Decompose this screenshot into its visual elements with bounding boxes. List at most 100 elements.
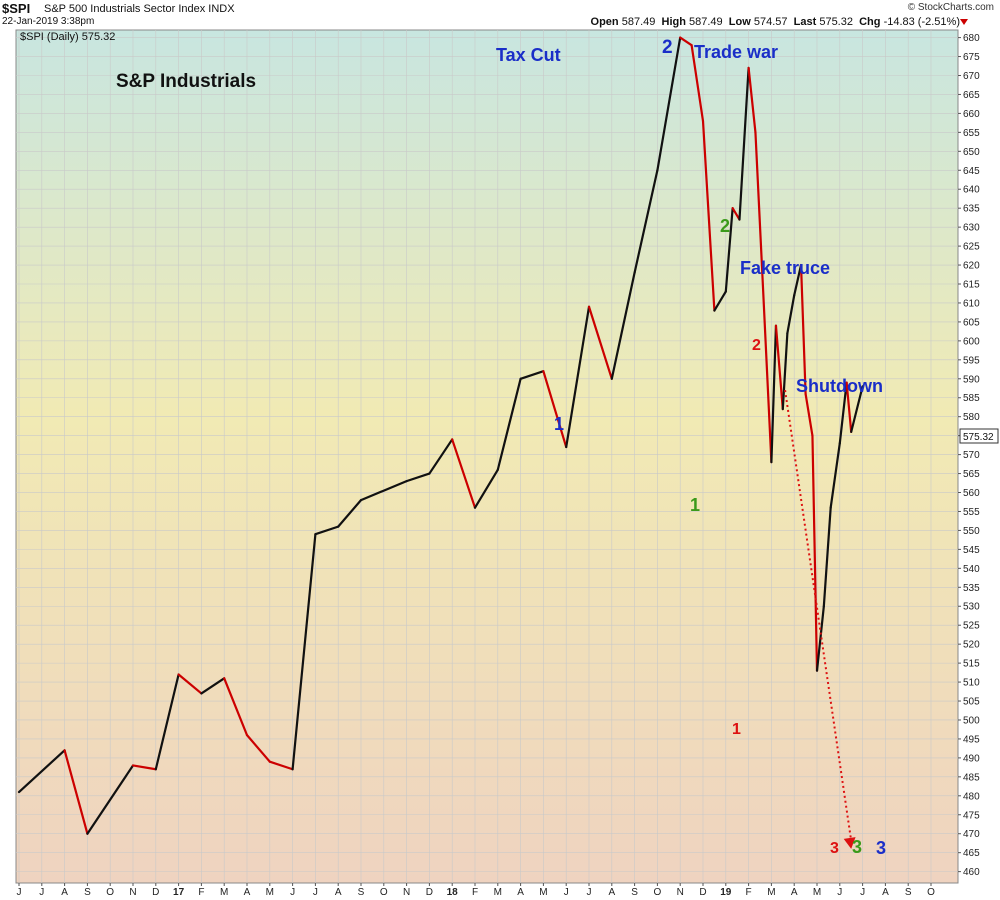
x-tick-label: S [84,887,91,898]
x-tick-label: O [106,887,114,898]
wave-label-red-2: 2 [752,337,761,354]
y-tick-label: 500 [963,715,980,726]
x-tick-label: J [837,887,842,898]
plot-background [15,29,959,884]
x-tick-label: N [403,887,410,898]
projection [784,390,856,849]
x-tick-label: J [290,887,295,898]
y-tick-label: 510 [963,678,980,689]
y-tick-label: 630 [963,223,980,234]
y-tick-label: 535 [963,583,980,594]
x-tick-label: M [539,887,547,898]
y-tick-label: 465 [963,848,980,859]
x-tick-label: S [905,887,912,898]
x-tick-label: M [266,887,274,898]
price-segment [761,271,773,464]
y-tick-label: 515 [963,659,980,670]
last-value: 575.32 [819,16,853,28]
price-segment [811,434,819,672]
price-segment [451,438,477,509]
x-tick-label: D [699,887,706,898]
y-tick-label: 555 [963,507,980,518]
source-credit: © StockCharts.com [907,2,994,13]
x-tick-label: N [677,887,684,898]
series-legend: $SPI (Daily) 575.32 [20,31,115,43]
price-segment [200,677,226,695]
price-segment [633,169,659,274]
x-tick-label: J [587,887,592,898]
price-segment [738,66,750,221]
x-tick-label: D [426,887,433,898]
chart-title: S&P Industrials [116,71,256,92]
y-tick-label: 470 [963,829,980,840]
y-tick-label: 665 [963,90,980,101]
y-tick-label: 545 [963,545,980,556]
x-tick-label: M [767,887,775,898]
y-tick-label: 625 [963,242,980,253]
x-tick-label: J [313,887,318,898]
y-tick-label: 600 [963,336,980,347]
price-segment [17,749,66,794]
high-label: High [661,16,686,28]
x-tick-label: O [380,887,388,898]
last-value-tag: 575.32 [959,428,999,444]
wave-label-blue-3: 3 [876,838,886,858]
y-tick-label: 530 [963,602,980,613]
price-segment [774,324,784,411]
wave-label-red-1: 1 [732,721,741,738]
price-segment [496,377,522,471]
price-segment [770,324,778,464]
price-segment [610,271,636,380]
annotations: Tax Cut Trade war Fake truce Shutdown 1 … [496,37,886,858]
x-tick-label: J [564,887,569,898]
y-tick-label: 620 [963,261,980,272]
index-name: S&P 500 Industrials Sector Index INDX [44,3,235,15]
x-tick-label: D [152,887,159,898]
y-tick-label: 645 [963,166,980,177]
price-segment [337,498,363,528]
price-segment [845,381,853,433]
x-tick-label: A [244,887,251,898]
price-segment [565,305,591,449]
annotation-fake-truce: Fake truce [740,258,830,278]
timestamp: 22-Jan-2019 3:38pm [2,16,95,27]
price-segment [829,442,841,509]
y-tick-label: 520 [963,640,980,651]
y-tick-label: 460 [963,867,980,878]
x-tick-label: F [472,887,478,898]
x-tick-label: J [17,887,22,898]
last-value-box [959,428,999,444]
y-tick-label: 505 [963,697,980,708]
y-tick-label: 570 [963,450,980,461]
y-tick-label: 680 [963,33,980,44]
price-segment [656,36,682,172]
price-segment [131,764,157,771]
grid [16,30,958,883]
projection-line [784,390,853,842]
y-tick-label: 495 [963,734,980,745]
x-tick-label: A [61,887,68,898]
wave-label-red-3: 3 [830,840,839,857]
wave-label-blue-1: 1 [554,414,564,434]
price-series [17,36,864,835]
low-label: Low [728,16,751,28]
price-segment [793,263,803,297]
price-segment [245,734,271,763]
x-tick-label: M [494,887,502,898]
y-tick-label: 475 [963,810,980,821]
y-tick-label: 635 [963,204,980,215]
price-segment [713,290,727,312]
y-tick-label: 560 [963,488,980,499]
chart-header: $SPI S&P 500 Industrials Sector Index IN… [0,0,1000,30]
x-tick-label: A [335,887,342,898]
price-segment [724,207,734,293]
x-tick-label: S [631,887,638,898]
y-tick-label: 525 [963,621,980,632]
price-segment [314,525,340,536]
x-tick-label: S [358,887,365,898]
x-tick-label: 18 [447,887,459,898]
x-tick-label: J [860,887,865,898]
price-segment [177,673,203,695]
price-segment [542,370,568,449]
y-tick-label: 485 [963,772,980,783]
